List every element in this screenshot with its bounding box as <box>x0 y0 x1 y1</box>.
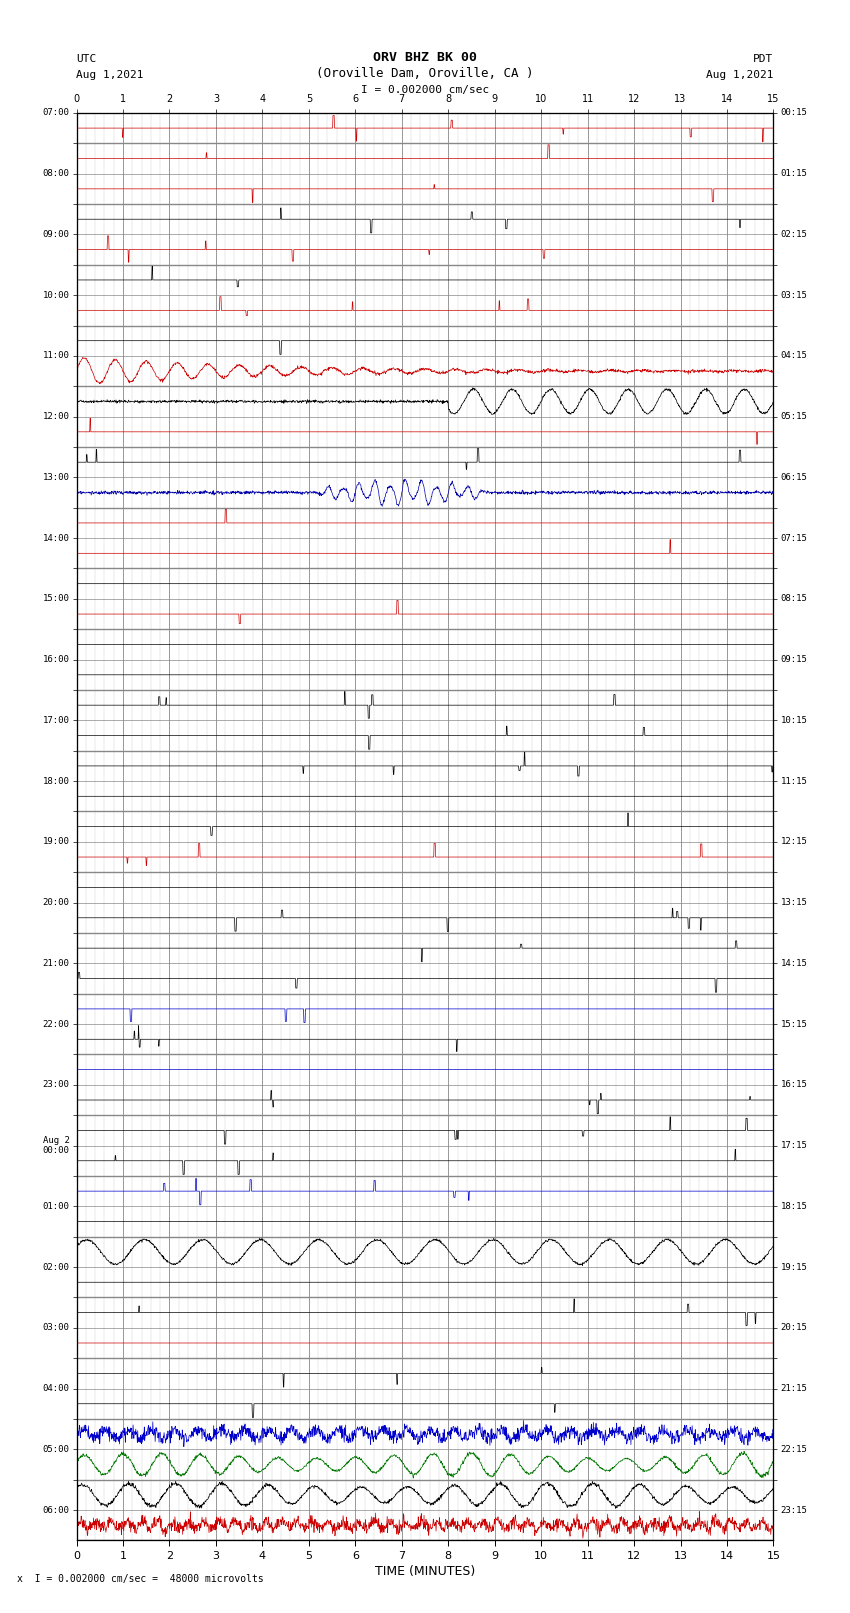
Text: x  I = 0.002000 cm/sec =  48000 microvolts: x I = 0.002000 cm/sec = 48000 microvolts <box>17 1574 264 1584</box>
Text: UTC: UTC <box>76 53 97 65</box>
Text: PDT: PDT <box>753 53 774 65</box>
Text: (Oroville Dam, Oroville, CA ): (Oroville Dam, Oroville, CA ) <box>316 66 534 79</box>
X-axis label: TIME (MINUTES): TIME (MINUTES) <box>375 1565 475 1578</box>
Text: Aug 1,2021: Aug 1,2021 <box>706 69 774 79</box>
Text: Aug 1,2021: Aug 1,2021 <box>76 69 144 79</box>
Text: I = 0.002000 cm/sec: I = 0.002000 cm/sec <box>361 85 489 95</box>
Text: ORV BHZ BK 00: ORV BHZ BK 00 <box>373 50 477 65</box>
